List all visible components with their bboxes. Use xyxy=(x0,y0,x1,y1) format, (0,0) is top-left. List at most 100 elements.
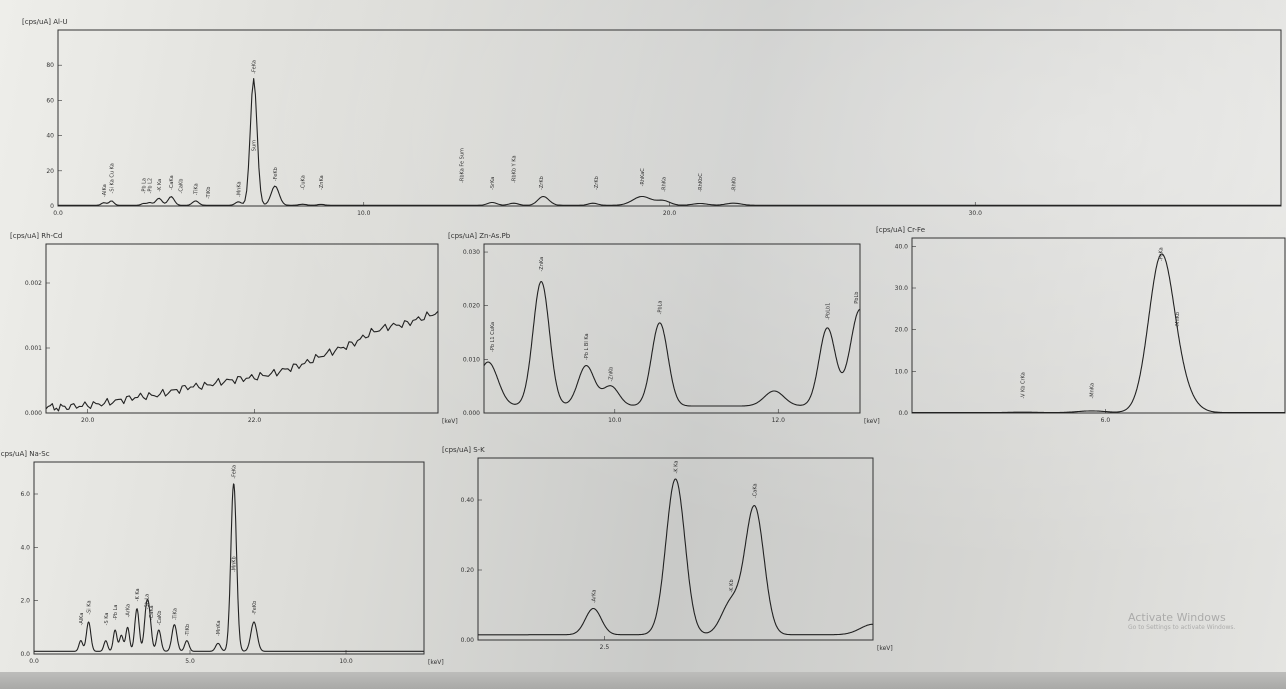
chart-title: [cps/uA] Al-U xyxy=(22,18,68,26)
y-tick-label: 40.0 xyxy=(895,243,909,250)
peak-label: -ZnKa xyxy=(539,257,545,272)
peak-label: -FeKb xyxy=(273,167,279,181)
peak-label: -ZnKb xyxy=(609,367,615,382)
peak-label: -ZrKb xyxy=(594,176,600,190)
x-tick-label: 0.0 xyxy=(53,210,63,217)
x-tick-label: 0.0 xyxy=(29,658,39,665)
peak-label: -Sb La xyxy=(144,594,150,610)
chart-title: [cps/uA] S-K xyxy=(442,446,485,454)
peak-label: -V Kb CrKa xyxy=(1021,372,1027,398)
peak-label: PbLb xyxy=(854,292,860,304)
peak-label: -Pb La xyxy=(113,605,119,620)
y-tick-label: 0.010 xyxy=(463,356,480,363)
y-tick-label: 2.0 xyxy=(20,598,30,605)
chart-title: [cps/uA] Zn-As.Pb xyxy=(448,232,511,240)
x-tick-label: 6.0 xyxy=(1101,417,1111,424)
peak-label: Sum xyxy=(252,140,258,151)
x-axis-label: [keV] xyxy=(442,418,458,425)
spectrum-line xyxy=(478,478,873,636)
x-axis-label: [keV] xyxy=(864,418,880,425)
peak-label: -MnKa xyxy=(216,620,222,636)
plot-frame xyxy=(483,243,861,414)
y-tick-label: 0.020 xyxy=(463,303,480,310)
x-tick-label: 10.0 xyxy=(357,210,371,217)
y-tick-label: 30.0 xyxy=(895,285,909,292)
plot-frame xyxy=(33,461,425,655)
peak-label: -K Ka xyxy=(135,588,141,601)
peak-label: -K Kb xyxy=(729,579,735,592)
y-tick-label: 0 xyxy=(50,203,54,210)
peak-label: -CaKa xyxy=(149,605,155,620)
y-tick-label: 0.40 xyxy=(461,497,475,504)
x-axis-label: [keV] xyxy=(877,645,893,652)
x-tick-label: 12.0 xyxy=(772,417,786,424)
peak-label: -CaKb xyxy=(157,611,163,626)
peak-label: -MnKb xyxy=(232,556,238,572)
peak-label: -RhKaC xyxy=(640,168,646,187)
peak-label: -S Ka xyxy=(104,613,110,626)
peak-label: -Pb L2 xyxy=(148,178,154,194)
x-tick-label: 10.0 xyxy=(339,658,353,665)
watermark-subtitle: Go to Settings to activate Windows. xyxy=(1128,624,1236,631)
x-tick-label: 5.0 xyxy=(185,658,195,665)
peak-label: -MnKb xyxy=(1175,312,1181,328)
y-tick-label: 80 xyxy=(46,62,54,69)
peak-label: -Pb La xyxy=(142,178,148,193)
x-tick-label: 20.0 xyxy=(81,417,95,424)
peak-label: -RbKa Fe Sum xyxy=(460,148,466,183)
chart-title: [cps/uA] Cr-Fe xyxy=(876,226,925,234)
watermark-title: Activate Windows xyxy=(1128,611,1226,624)
peak-label: -TiKb xyxy=(185,624,191,636)
x-tick-label: 30.0 xyxy=(969,210,983,217)
peak-label: -FeKb xyxy=(252,601,258,615)
peak-label: -AlKa xyxy=(79,613,85,626)
peak-label: -SrKa xyxy=(490,177,496,190)
y-tick-label: 6.0 xyxy=(20,491,30,498)
y-tick-label: 0.002 xyxy=(25,280,42,287)
peak-label: -CuKa xyxy=(301,175,307,190)
y-tick-label: 10.0 xyxy=(895,368,909,375)
peak-label: -Si Ka xyxy=(87,600,93,614)
peak-label: -MnKa xyxy=(236,181,242,197)
peak-label: -RbKb Y Ka xyxy=(512,155,518,182)
peak-label: -ZrKb xyxy=(539,176,545,190)
x-axis-label: [keV] xyxy=(428,659,444,666)
y-tick-label: 0.20 xyxy=(461,567,475,574)
y-tick-label: 20.0 xyxy=(895,327,909,334)
peak-label: -CaKb xyxy=(178,179,184,194)
peak-label: -ArKa xyxy=(591,590,597,603)
x-tick-label: 22.0 xyxy=(248,417,262,424)
y-tick-label: 0.030 xyxy=(463,249,480,256)
plot-frame xyxy=(477,457,874,641)
chart-title: [cps/uA] Rh-Cd xyxy=(10,232,62,240)
peak-label: -RhKbC xyxy=(698,173,704,192)
peak-label: -Si Ka Cu Ka xyxy=(110,163,116,193)
y-tick-label: 0.001 xyxy=(25,345,42,352)
peak-label: -TiKa xyxy=(172,608,178,620)
x-tick-label: 10.0 xyxy=(608,417,622,424)
activate-windows-watermark: Activate Windows Go to Settings to activ… xyxy=(1128,611,1235,631)
y-tick-label: 0.000 xyxy=(463,410,480,417)
y-tick-label: 0.0 xyxy=(898,410,908,417)
x-tick-label: 20.0 xyxy=(663,210,677,217)
peak-label: -ZnKa xyxy=(319,175,325,190)
spectrum-line xyxy=(911,253,1286,414)
spectrum-line xyxy=(58,78,1281,206)
peak-label: -Pb L1 CuKa xyxy=(490,322,496,352)
peak-label: -PbLa xyxy=(658,301,664,315)
peak-label: -MnKa xyxy=(1090,383,1096,399)
spectrum-line xyxy=(34,483,424,652)
peak-label: -CaKa xyxy=(169,175,175,190)
peak-label: -PbLb1 xyxy=(825,303,831,320)
peak-label: -RhKb xyxy=(732,177,738,192)
peak-label: -TiKa xyxy=(194,183,200,195)
peak-label: -K Ka xyxy=(157,179,163,192)
y-tick-label: 0.00 xyxy=(461,637,475,644)
spectrum-line xyxy=(45,310,439,412)
plot-frame xyxy=(45,243,439,414)
